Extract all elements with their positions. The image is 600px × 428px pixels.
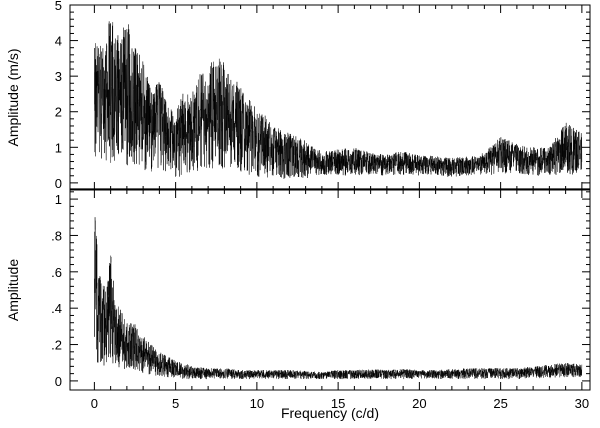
x-axis-label: Frequency (c/d): [281, 405, 379, 421]
y-tick-label: 0: [55, 176, 62, 191]
y-tick-label: .8: [51, 228, 62, 243]
x-tick-label: 0: [91, 396, 98, 411]
x-tick-label: 20: [412, 396, 426, 411]
y-tick-label: .2: [51, 338, 62, 353]
y-axis-label: Amplitude (m/s): [5, 48, 21, 146]
bottom-panel: 0 5 10 15 20 25 30 0 .2 .4 .6 .8 1 Amplitude Frequency…: [5, 189, 591, 421]
x-tick-label: 5: [172, 396, 179, 411]
y-tick-label: 0: [55, 374, 62, 389]
plot-frame: [69, 189, 591, 391]
x-tick-label: 30: [575, 396, 589, 411]
x-tick-label: 10: [250, 396, 264, 411]
y-tick-label: 5: [55, 0, 62, 13]
periodogram-trace: [94, 216, 583, 380]
y-tick-label: .6: [51, 265, 62, 280]
y-tick-label: .4: [51, 301, 62, 316]
y-tick-label: 2: [55, 105, 62, 120]
x-tick-label: 25: [493, 396, 507, 411]
x-tick-label: 15: [331, 396, 345, 411]
y-tick-label: 1: [55, 192, 62, 207]
y-axis-label: Amplitude: [5, 259, 21, 321]
y-tick-label: 1: [55, 140, 62, 155]
periodogram-trace: [94, 21, 583, 180]
y-tick-label: 4: [55, 34, 62, 49]
top-panel: 0 1 2 3 4 5 Amplitude (m/s): [5, 0, 591, 191]
y-tick-label: 3: [55, 69, 62, 84]
